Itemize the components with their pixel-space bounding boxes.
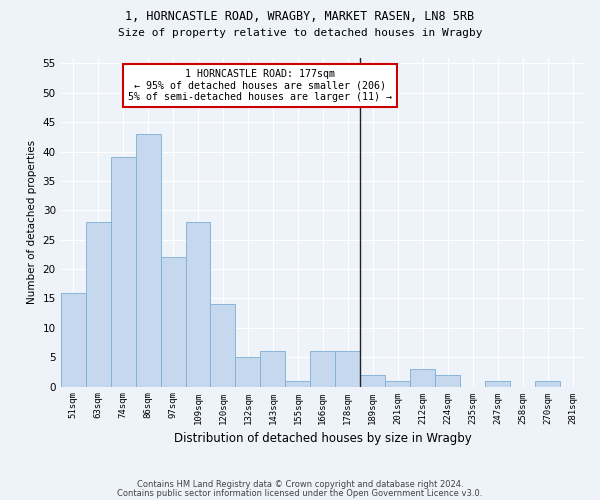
Text: 1 HORNCASTLE ROAD: 177sqm
← 95% of detached houses are smaller (206)
5% of semi-: 1 HORNCASTLE ROAD: 177sqm ← 95% of detac… <box>128 70 392 102</box>
Bar <box>260 352 286 386</box>
Bar <box>435 375 460 386</box>
Bar <box>410 369 435 386</box>
Bar <box>286 380 310 386</box>
Bar <box>211 304 235 386</box>
Bar <box>485 380 510 386</box>
Bar <box>235 357 260 386</box>
Bar <box>310 352 335 386</box>
Bar <box>61 292 86 386</box>
Bar <box>110 158 136 386</box>
X-axis label: Distribution of detached houses by size in Wragby: Distribution of detached houses by size … <box>174 432 472 445</box>
Bar <box>86 222 110 386</box>
Text: 1, HORNCASTLE ROAD, WRAGBY, MARKET RASEN, LN8 5RB: 1, HORNCASTLE ROAD, WRAGBY, MARKET RASEN… <box>125 10 475 23</box>
Text: Contains HM Land Registry data © Crown copyright and database right 2024.: Contains HM Land Registry data © Crown c… <box>137 480 463 489</box>
Bar <box>161 258 185 386</box>
Bar <box>335 352 360 386</box>
Text: Size of property relative to detached houses in Wragby: Size of property relative to detached ho… <box>118 28 482 38</box>
Bar <box>535 380 560 386</box>
Bar <box>385 380 410 386</box>
Bar <box>136 134 161 386</box>
Bar <box>185 222 211 386</box>
Y-axis label: Number of detached properties: Number of detached properties <box>27 140 37 304</box>
Bar <box>360 375 385 386</box>
Text: Contains public sector information licensed under the Open Government Licence v3: Contains public sector information licen… <box>118 489 482 498</box>
